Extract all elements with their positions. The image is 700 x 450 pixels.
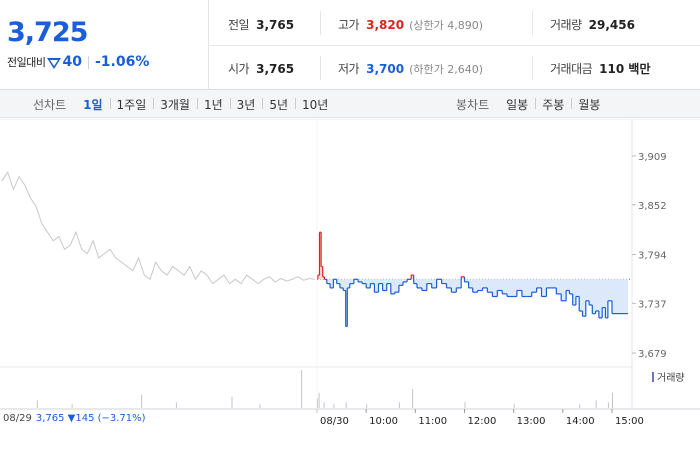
volume-bar [464, 402, 466, 408]
divider [87, 55, 89, 69]
stat-label: 시가 [228, 62, 250, 76]
volume-bar [595, 400, 597, 408]
period-tab-bar: 선차트 1일 1주일 3개월 1년 3년 5년 10년 봉차트 일봉 주봉 월봉 [0, 90, 700, 118]
stat-prev-close: 전일 3,765 [228, 16, 294, 33]
tab-10year[interactable]: 10년 [295, 96, 335, 113]
tab-3year[interactable]: 3년 [229, 96, 263, 113]
price-chart-svg: 3,909 3,852 3,794 3,737 3,679 08/30 10:00 11:00… [0, 119, 700, 427]
stat-sub: (하한가 2,640) [409, 63, 483, 76]
tab-monthly[interactable]: 월봉 [571, 96, 607, 113]
volume-bar [231, 396, 233, 408]
volume-bar [398, 402, 400, 408]
y-tick-label: 3,794 [638, 251, 667, 262]
candle-chart-title: 봉차트 [456, 97, 490, 112]
tab-weekly[interactable]: 주봉 [535, 96, 571, 113]
volume-bar [513, 404, 515, 408]
divider [532, 56, 533, 80]
tab-daily[interactable]: 일봉 [506, 97, 529, 112]
candle-chart-tabs: 봉차트 일봉 주봉 월봉 [456, 90, 607, 118]
prev-day-info: 08/29 3,765 ▼145 (−3.71%) [3, 413, 146, 424]
y-tick-label: 3,909 [638, 152, 667, 163]
stat-label: 고가 [338, 18, 360, 32]
divider [320, 56, 321, 80]
change-row: 전일대비 40 -1.06% [7, 54, 149, 70]
volume-bar [301, 370, 303, 408]
change-amount: 40 [62, 54, 82, 70]
stat-open: 시가 3,765 [228, 60, 294, 77]
stat-volume: 거래량 29,456 [550, 16, 635, 33]
stat-label: 저가 [338, 62, 360, 76]
price-box: 3,725 전일대비 40 -1.06% [0, 0, 209, 90]
x-tick-label: 08/30 [320, 416, 349, 427]
y-tick-label: 3,679 [638, 349, 667, 360]
down-triangle-icon [47, 57, 62, 69]
stat-value: 3,765 [256, 62, 295, 76]
x-tick-label: 14:00 [566, 416, 595, 427]
prev-day-date: 08/29 [3, 413, 32, 424]
volume-bar [259, 404, 261, 408]
tab-3month[interactable]: 3개월 [153, 96, 197, 113]
volume-bar [412, 389, 414, 408]
divider [210, 45, 700, 46]
divider [320, 11, 321, 35]
stat-value: 3,700 [366, 62, 405, 76]
stat-sub: (상한가 4,890) [409, 19, 483, 32]
tab-1day[interactable]: 1일 [83, 97, 103, 112]
volume-bar [345, 402, 347, 408]
volume-bar [612, 392, 613, 408]
divider [532, 11, 533, 35]
volume-bar [579, 404, 581, 408]
stat-high: 고가 3,820 (상한가 4,890) [338, 16, 483, 33]
volume-legend: 거래량 [652, 369, 685, 384]
stat-label: 거래량 [550, 18, 582, 32]
x-tick-label: 12:00 [468, 416, 497, 427]
up-area-fill [317, 232, 628, 280]
volume-bar [318, 392, 320, 408]
stat-value: 29,456 [588, 18, 635, 32]
prev-day-series-line [1, 171, 316, 285]
stat-label: 거래대금 [550, 62, 593, 76]
stat-value: 110 백만 [599, 62, 651, 76]
stat-amount: 거래대금 110 백만 [550, 60, 650, 77]
tab-1year[interactable]: 1년 [196, 96, 230, 113]
volume-bar [366, 404, 368, 408]
stat-label: 전일 [228, 18, 250, 32]
stat-value: 3,820 [366, 18, 405, 32]
x-tick-label: 11:00 [418, 416, 447, 427]
volume-bar [323, 402, 325, 408]
change-rate: -1.06% [94, 54, 150, 70]
price-chart: 3,909 3,852 3,794 3,737 3,679 08/30 10:00 11:00… [0, 119, 700, 450]
prev-day-value: 3,765 [35, 413, 65, 424]
x-tick-label: 10:00 [369, 416, 398, 427]
current-price: 3,725 [7, 17, 88, 48]
volume-bar [36, 400, 38, 408]
volume-bar [141, 394, 143, 408]
stat-low: 저가 3,700 (하한가 2,640) [338, 60, 483, 77]
volume-bar [317, 398, 318, 408]
volume-bar [175, 402, 177, 408]
volume-bar [333, 404, 335, 408]
stats-panel: 전일 3,765 고가 3,820 (상한가 4,890) 거래량 29,456 시가 3… [210, 0, 700, 90]
volume-legend-label: 거래량 [657, 373, 685, 384]
volume-bar [607, 402, 609, 408]
down-area-fill [317, 279, 628, 327]
x-tick-label: 15:00 [615, 416, 644, 427]
tab-1week[interactable]: 1주일 [109, 96, 154, 113]
line-chart-tabs: 선차트 1일 1주일 3개월 1년 3년 5년 10년 [33, 90, 335, 118]
quote-summary: 3,725 전일대비 40 -1.06% 전일 3,765 고가 3,820 (상한가… [0, 0, 700, 90]
y-tick-label: 3,852 [638, 201, 667, 212]
line-chart-title: 선차트 [33, 97, 67, 112]
volume-legend-swatch [652, 371, 654, 382]
prev-day-change: ▼145 (−3.71%) [67, 413, 146, 424]
change-label: 전일대비 [7, 56, 46, 69]
x-tick-label: 13:00 [517, 416, 546, 427]
y-tick-label: 3,737 [638, 299, 667, 310]
volume-bar [71, 404, 73, 408]
stat-value: 3,765 [256, 18, 295, 32]
tab-5year[interactable]: 5년 [262, 96, 295, 113]
